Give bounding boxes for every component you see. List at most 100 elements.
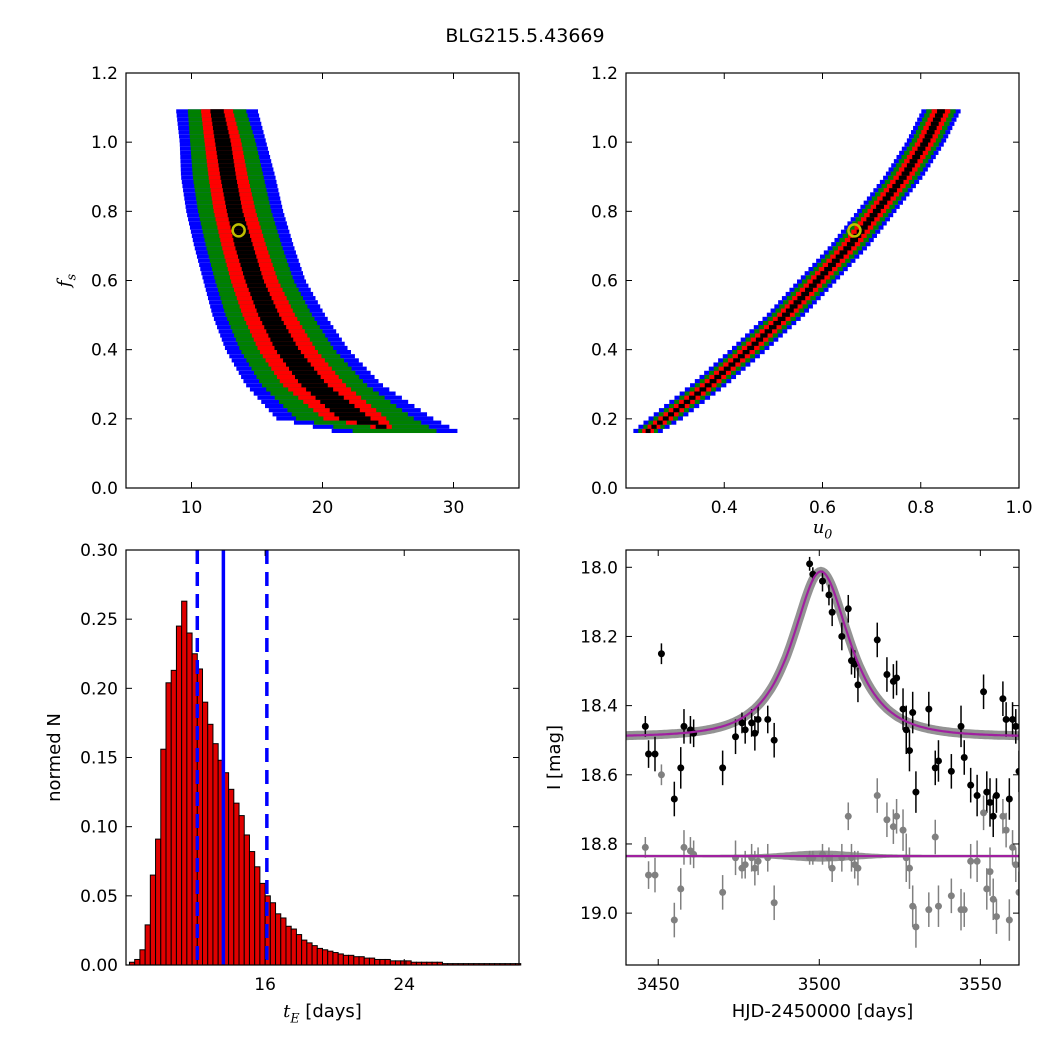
x-tick-label: 24 xyxy=(393,975,415,995)
data-point xyxy=(1005,795,1013,803)
residual-point xyxy=(973,857,981,865)
peak-cell xyxy=(213,130,229,135)
y-tick-label: 0.0 xyxy=(591,479,618,499)
peak-cell xyxy=(227,213,244,218)
peak-cell xyxy=(236,250,256,255)
peak-cell xyxy=(709,379,717,384)
data-point xyxy=(905,747,913,755)
histogram-bar xyxy=(248,851,256,966)
residual-point xyxy=(999,812,1007,820)
data-point xyxy=(732,733,740,741)
peak-cell xyxy=(289,366,315,371)
peak-cell xyxy=(211,113,225,118)
residual-point xyxy=(893,812,901,820)
peak-cell xyxy=(268,333,291,338)
residual-series xyxy=(641,764,1019,948)
peak-cell xyxy=(243,271,262,276)
histogram-bar xyxy=(155,838,162,966)
histogram-bar xyxy=(275,913,282,966)
y-tick-label: 0.6 xyxy=(591,272,618,292)
peak-cell xyxy=(264,325,287,330)
residual-point xyxy=(641,843,649,851)
peak-cell xyxy=(239,258,258,263)
histogram-bar xyxy=(358,956,365,966)
peak-cell xyxy=(329,408,360,413)
y-tick-label: 18.4 xyxy=(580,697,618,717)
peak-cell xyxy=(760,333,768,338)
peak-cell xyxy=(237,254,257,259)
histogram-bar xyxy=(311,945,318,966)
data-point xyxy=(967,781,975,789)
peak-cell xyxy=(212,121,227,126)
histogram-bar xyxy=(269,902,277,966)
peak-cell xyxy=(253,300,274,305)
tE-histogram-panel: 16 24 0.00 0.05 0.10 0.15 0.20 0.25 0.30 normed N… xyxy=(44,541,522,1025)
peak-cell xyxy=(260,316,282,321)
residual-point xyxy=(931,833,939,841)
peak-cell xyxy=(843,246,852,251)
peak-cell xyxy=(219,167,235,172)
peak-cell xyxy=(926,130,935,135)
peak-cell xyxy=(216,146,232,151)
data-point xyxy=(751,729,759,737)
residual-point xyxy=(960,906,968,914)
peak-cell xyxy=(782,312,790,317)
peak-cell xyxy=(214,138,231,143)
peak-cell xyxy=(769,325,777,330)
peak-cell xyxy=(225,200,241,205)
peak-cell xyxy=(339,416,371,421)
peak-cell xyxy=(245,279,265,284)
histogram-bar xyxy=(280,917,287,966)
y-tick-label: 18.2 xyxy=(580,627,618,647)
peak-cell xyxy=(683,399,691,404)
y-tick-label: 1.0 xyxy=(591,133,618,153)
residual-point xyxy=(967,857,975,865)
histogram-bar xyxy=(238,815,245,966)
x-tick-label: 0.6 xyxy=(809,498,836,518)
data-point xyxy=(909,709,917,717)
model-uncertainty-band xyxy=(626,566,1019,741)
peak-cell xyxy=(223,192,240,197)
histogram-bar xyxy=(306,942,313,966)
histogram-bar xyxy=(191,653,198,966)
heatmap-cells xyxy=(176,109,458,434)
peak-cell xyxy=(816,275,825,280)
histogram-bar xyxy=(139,949,146,966)
residual-point xyxy=(912,923,920,931)
residual-point xyxy=(934,902,942,910)
histogram-bar xyxy=(144,924,151,966)
peak-cell xyxy=(755,337,764,342)
y-tick-label: 0.25 xyxy=(80,610,118,630)
x-tick-label: 3500 xyxy=(798,975,841,995)
data-point xyxy=(902,726,910,734)
y-tick-label: 0.20 xyxy=(80,679,118,699)
peak-cell xyxy=(920,142,929,147)
peak-cell xyxy=(689,395,696,400)
data-point xyxy=(819,577,826,585)
peak-cell xyxy=(885,192,894,197)
histogram-bar xyxy=(348,954,355,966)
x-tick-label: 3450 xyxy=(637,975,680,995)
peak-cell xyxy=(231,229,249,234)
data-point xyxy=(651,750,659,758)
x-tick-label: 10 xyxy=(181,498,203,518)
x-axis-label: u0 xyxy=(813,517,833,541)
data-point xyxy=(934,757,942,765)
peak-cell xyxy=(876,204,884,209)
data-point xyxy=(1012,722,1019,730)
peak-cell xyxy=(909,159,918,164)
peak-cell xyxy=(872,208,881,214)
data-point xyxy=(957,722,965,730)
peak-cell xyxy=(937,109,945,114)
histogram-bar xyxy=(332,952,339,966)
peak-cell xyxy=(375,424,387,429)
y-axis-label: I [mag] xyxy=(544,725,565,790)
peak-cell xyxy=(240,262,259,268)
peak-cell xyxy=(211,117,226,122)
peak-cell xyxy=(212,125,228,131)
data-point xyxy=(838,632,846,640)
residual-point xyxy=(741,861,749,869)
peak-cell xyxy=(835,254,844,259)
level2-cell xyxy=(352,428,437,434)
peak-cell xyxy=(733,358,741,363)
